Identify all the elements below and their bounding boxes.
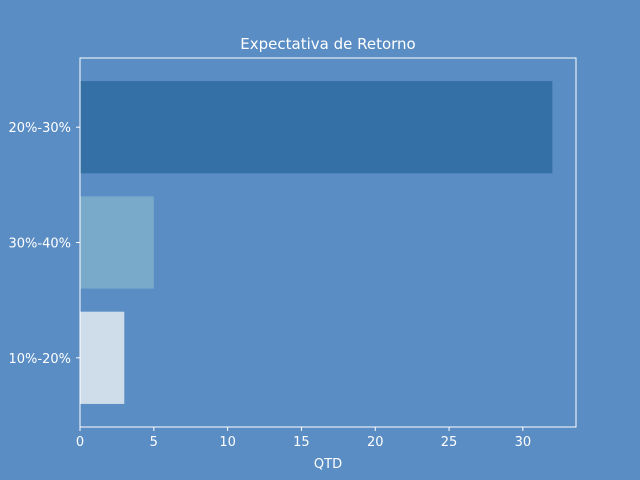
x-tick-label: 20 bbox=[367, 435, 384, 450]
bar-20%-30% bbox=[80, 81, 553, 174]
x-tick-label: 5 bbox=[150, 435, 158, 450]
y-tick-label: 20%-30% bbox=[9, 121, 71, 136]
bar-30%-40% bbox=[80, 196, 154, 289]
x-axis-ticks: 0 5 10 15 20 25 30 bbox=[76, 427, 531, 450]
x-tick-label: 0 bbox=[76, 435, 84, 450]
bar-10%-20% bbox=[80, 311, 125, 404]
y-tick-label: 30%-40% bbox=[9, 237, 71, 252]
y-tick-label: 10%-20% bbox=[9, 352, 71, 367]
x-axis-label: QTD bbox=[314, 457, 342, 472]
x-tick-label: 15 bbox=[293, 435, 310, 450]
x-tick-label: 10 bbox=[219, 435, 236, 450]
bars-layer bbox=[80, 81, 553, 404]
x-tick-label: 25 bbox=[441, 435, 458, 450]
chart-title: Expectativa de Retorno bbox=[240, 35, 415, 53]
x-tick-label: 30 bbox=[515, 435, 532, 450]
y-axis-ticks: 20%-30% 30%-40% 10%-20% bbox=[9, 121, 80, 367]
